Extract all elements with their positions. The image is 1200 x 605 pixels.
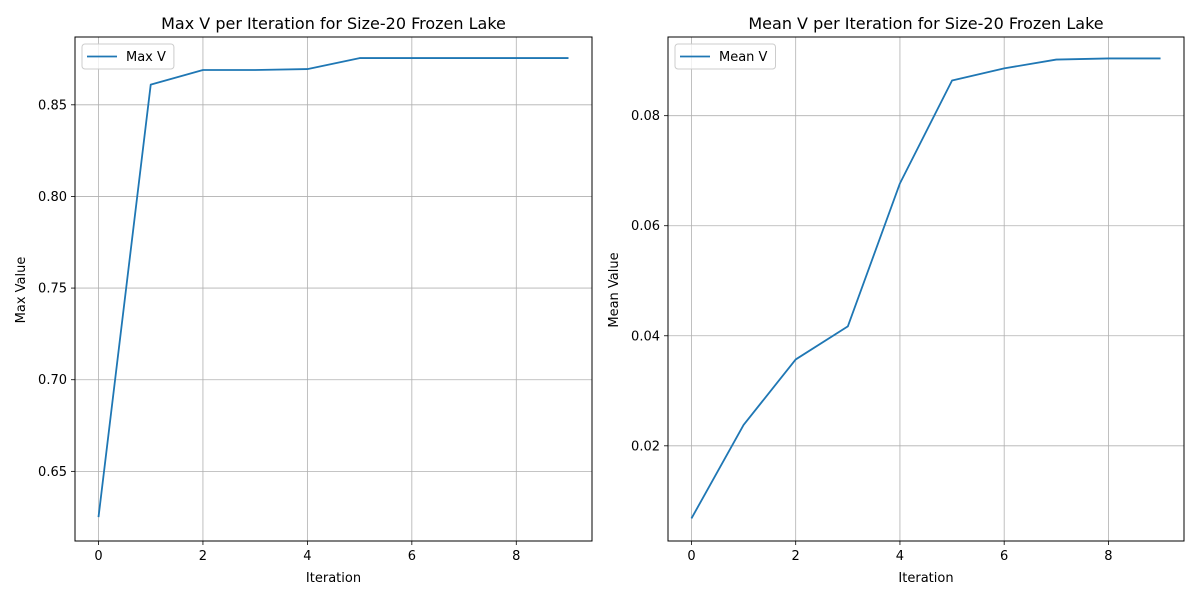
series-line <box>690 57 1161 519</box>
grid <box>75 37 592 541</box>
y-tick-label: 0.75 <box>38 282 67 297</box>
y-tick-label: 0.85 <box>38 98 67 113</box>
legend-box <box>674 43 776 70</box>
x-tick-label: 4 <box>896 549 904 564</box>
plot-frame <box>667 36 1185 542</box>
x-axis-label: Iteration <box>898 571 953 586</box>
grid <box>668 37 1184 541</box>
y-tick-label: 0.02 <box>631 439 660 454</box>
x-tick-label: 8 <box>512 549 520 564</box>
x-tick-label: 4 <box>303 549 311 564</box>
x-tick-label: 2 <box>199 549 207 564</box>
chart-title: Max V per Iteration for Size-20 Frozen L… <box>161 14 506 33</box>
x-tick-label: 0 <box>687 549 695 564</box>
y-tick-label: 0.70 <box>38 373 67 388</box>
x-tick-label: 6 <box>408 549 416 564</box>
chart-title: Mean V per Iteration for Size-20 Frozen … <box>748 14 1103 33</box>
legend-box <box>81 43 175 70</box>
y-tick-label: 0.08 <box>631 109 660 124</box>
legend-label: Mean V <box>719 50 768 65</box>
x-tick-label: 6 <box>1000 549 1008 564</box>
y-tick-label: 0.80 <box>38 190 67 205</box>
y-tick-label: 0.06 <box>631 219 660 234</box>
y-axis-label: Mean Value <box>607 252 622 327</box>
y-tick-label: 0.04 <box>631 329 660 344</box>
ticks: 0 2 4 6 8 0.65 0.70 0.75 0.80 0.85 <box>38 98 520 564</box>
legend-label: Max V <box>126 50 166 65</box>
y-tick-label: 0.65 <box>38 465 67 480</box>
x-tick-label: 8 <box>1104 549 1112 564</box>
x-tick-label: 2 <box>792 549 800 564</box>
mean-v-chart: Mean V per Iteration for Size-20 Frozen … <box>607 14 1185 586</box>
y-axis-label: Max Value <box>14 257 29 324</box>
ticks: 0 2 4 6 8 0.02 0.04 0.06 0.08 <box>631 109 1113 564</box>
legend: Max V <box>81 43 175 70</box>
legend: Mean V <box>674 43 776 70</box>
plot-frame <box>74 36 593 542</box>
x-tick-label: 0 <box>94 549 102 564</box>
series-line <box>97 57 569 518</box>
x-axis-label: Iteration <box>306 571 361 586</box>
max-v-chart: Max V per Iteration for Size-20 Frozen L… <box>14 14 593 586</box>
